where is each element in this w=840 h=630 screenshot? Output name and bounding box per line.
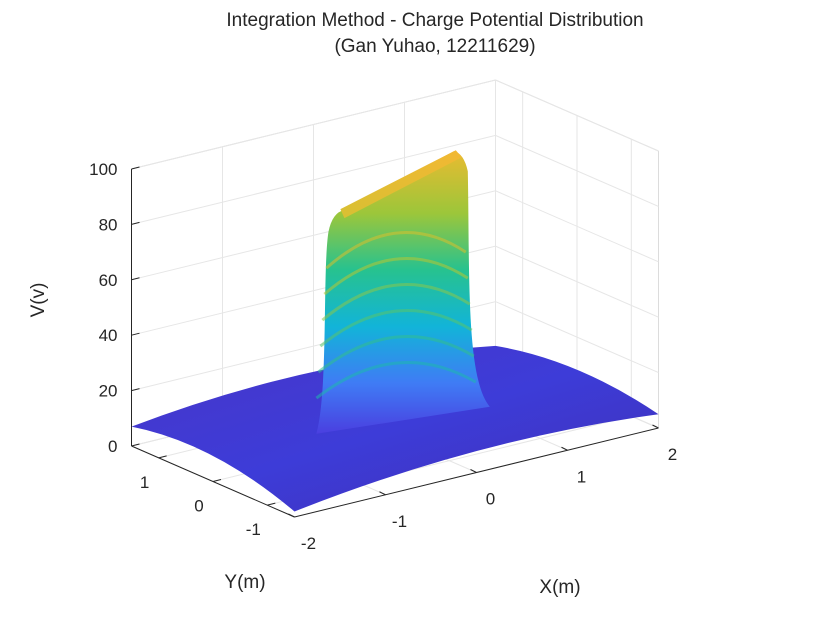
- z-tick-label: 20: [99, 382, 118, 401]
- z-tick-mark: [131, 277, 140, 281]
- z-tick-mark: [131, 443, 140, 447]
- z-tick-label: 40: [99, 326, 118, 345]
- axis-ticks: 0 20 40 60 80 100 -1 0 1 -2 -1 0 1 2: [89, 160, 677, 553]
- grid-line-z: [131, 79, 659, 170]
- plateau-wall: [316, 151, 490, 434]
- x-tick-label: 0: [486, 490, 495, 509]
- x-tick-mark: [288, 513, 295, 518]
- x-tick-label: 1: [577, 467, 586, 486]
- surface-base: [131, 345, 659, 512]
- z-tick-label: 80: [99, 215, 118, 234]
- chart-subtitle: (Gan Yuhao, 12211629): [334, 36, 535, 57]
- chart-title: Integration Method - Charge Potential Di…: [226, 10, 643, 31]
- x-tick-label: -1: [392, 512, 407, 531]
- z-tick-mark: [131, 166, 140, 170]
- z-tick-label: 0: [108, 437, 117, 456]
- x-tick-label: -2: [301, 534, 316, 553]
- x-tick-label: 2: [668, 445, 677, 464]
- z-tick-label: 100: [89, 160, 117, 179]
- x-tick-mark: [379, 491, 386, 496]
- y-tick-mark: [158, 455, 167, 459]
- z-tick-mark: [131, 332, 140, 336]
- y-tick-label: -1: [246, 520, 261, 539]
- surface-contour: [325, 231, 467, 270]
- x-axis-label: X(m): [539, 577, 580, 598]
- x-tick-mark: [470, 469, 477, 473]
- surface-contour: [319, 309, 473, 348]
- y-axis-label: Y(m): [224, 572, 265, 593]
- surface-contour: [321, 283, 471, 322]
- surface-contour: [317, 335, 475, 374]
- z-tick-mark: [131, 388, 140, 392]
- x-tick-mark: [652, 424, 659, 429]
- y-tick-mark: [212, 479, 222, 482]
- surface-contour: [323, 257, 469, 296]
- z-axis-label: V(v): [28, 283, 49, 318]
- y-tick-label: 1: [140, 473, 149, 492]
- plateau-top: [340, 150, 462, 219]
- potential-surface: [131, 150, 659, 512]
- y-tick-mark: [267, 502, 276, 506]
- x-tick-mark: [561, 446, 568, 451]
- z-tick-label: 60: [99, 271, 118, 290]
- z-tick-mark: [131, 221, 140, 225]
- surface-contour: [315, 361, 477, 400]
- y-tick-label: 0: [194, 497, 203, 516]
